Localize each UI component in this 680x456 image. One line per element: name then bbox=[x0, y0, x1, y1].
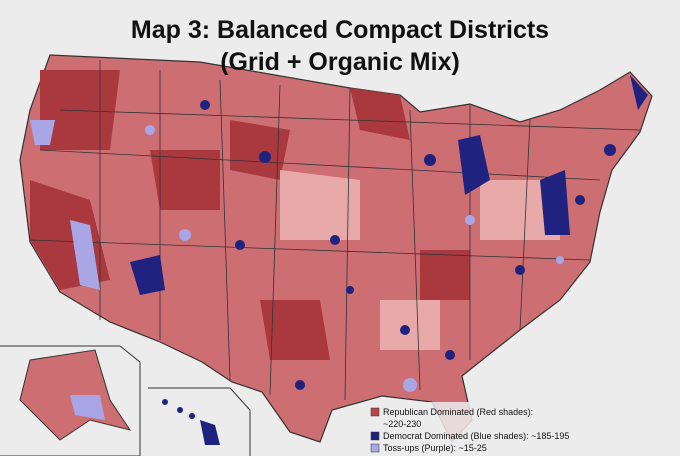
alaska-inset bbox=[0, 345, 141, 456]
legend: Republican Dominated (Red shades): ~220-2… bbox=[370, 407, 569, 453]
legend-swatch bbox=[370, 443, 380, 453]
subtitle: (Grid + Organic Mix) bbox=[220, 48, 460, 76]
purple-districts bbox=[30, 120, 564, 392]
red-regions bbox=[30, 70, 470, 360]
legend-swatch bbox=[370, 407, 380, 417]
title: Map 3: Balanced Compact Districts bbox=[131, 16, 549, 44]
legend-label: Republican Dominated (Red shades): bbox=[383, 407, 533, 417]
light-red-regions bbox=[280, 170, 560, 350]
legend-label: Democrat Dominated (Blue shades): ~185-1… bbox=[383, 431, 569, 441]
legend-label: ~220-230 bbox=[383, 419, 421, 429]
legend-box bbox=[367, 402, 577, 454]
legend-swatch bbox=[370, 431, 380, 441]
hawaii-inset bbox=[148, 387, 251, 456]
blue-districts bbox=[130, 75, 648, 390]
state-lines bbox=[29, 60, 641, 401]
legend-label: Toss-ups (Purple): ~15-25 bbox=[383, 443, 487, 453]
